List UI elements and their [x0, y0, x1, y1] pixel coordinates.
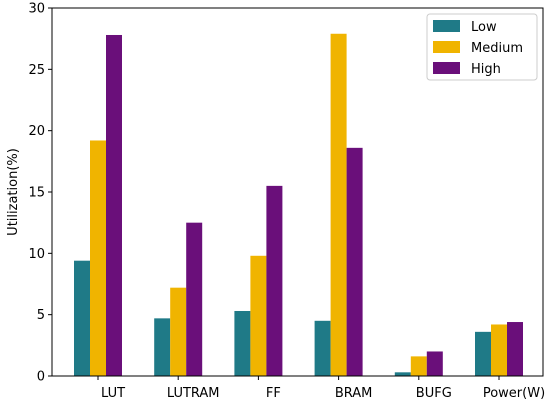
x-tick-label: FF	[266, 386, 281, 401]
bar-high-power-w	[507, 322, 523, 376]
x-tick-label: LUTRAM	[167, 386, 220, 401]
bar-high-ff	[266, 185, 283, 376]
legend-label-medium: Medium	[471, 41, 523, 56]
bar-medium-power-w	[491, 324, 507, 376]
legend-swatch-medium	[433, 41, 460, 53]
bar-low-ff	[234, 310, 251, 376]
bar-medium-lutram	[170, 287, 187, 376]
legend-swatch-low	[433, 20, 460, 32]
y-tick-label: 25	[28, 63, 45, 78]
y-tick-label: 5	[37, 308, 45, 323]
y-axis-ticks: 0 5 10 15 20 25 30	[28, 2, 52, 385]
y-tick-label: 15	[28, 186, 45, 201]
bars-group	[74, 33, 523, 377]
bar-low-lut	[74, 260, 90, 376]
bar-high-bufg	[426, 351, 443, 376]
y-tick-label: 30	[28, 2, 45, 17]
bar-medium-lut	[90, 140, 106, 376]
bar-low-bufg	[394, 372, 411, 376]
bar-low-lutram	[154, 318, 171, 376]
legend: Low Medium High	[426, 13, 538, 81]
x-tick-label: BRAM	[335, 386, 373, 401]
x-tick-label: LUT	[101, 386, 125, 401]
y-tick-label: 20	[28, 124, 45, 139]
bar-high-lutram	[186, 222, 203, 376]
x-axis-ticks: LUT LUTRAM FF BRAM BUFG Power(W)	[97, 376, 545, 401]
bar-low-bram	[314, 320, 331, 376]
x-tick-label: BUFG	[416, 386, 452, 401]
bar-high-lut	[106, 34, 122, 377]
bar-medium-ff	[250, 255, 267, 376]
legend-label-high: High	[471, 62, 501, 77]
y-axis-title: Utilization(%)	[6, 148, 21, 236]
bar-medium-bufg	[410, 356, 427, 376]
x-tick-label: Power(W)	[483, 386, 545, 401]
legend-label-low: Low	[471, 20, 497, 35]
y-tick-label: 10	[28, 247, 45, 262]
legend-swatch-high	[433, 62, 460, 74]
y-tick-label: 0	[37, 370, 45, 385]
bar-low-power-w	[475, 331, 491, 376]
bar-medium-bram	[330, 33, 347, 376]
bar-high-bram	[346, 147, 363, 376]
